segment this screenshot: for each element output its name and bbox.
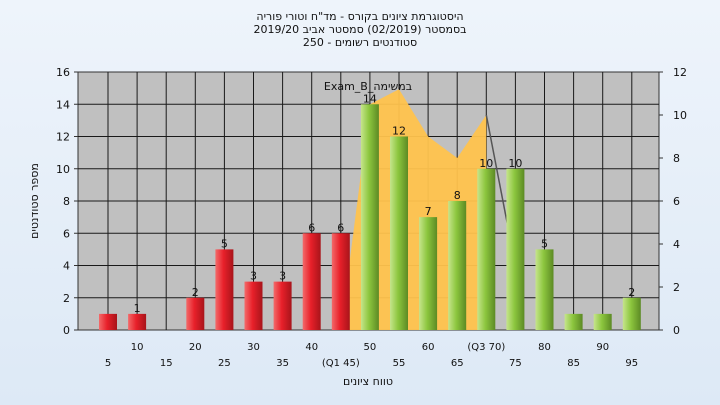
x-tick-label: 90 xyxy=(596,342,609,353)
data-label-70: 10 xyxy=(479,157,493,170)
data-label-45: 6 xyxy=(337,221,344,234)
data-label-60: 7 xyxy=(425,205,432,218)
x-tick-label: 55 xyxy=(393,358,406,369)
y-tick-label: 10 xyxy=(56,163,70,176)
y-tick-label: 16 xyxy=(56,66,70,79)
x-tick-label: (Q1 45) xyxy=(322,358,360,369)
x-tick-label: 30 xyxy=(247,342,260,353)
data-label-30: 3 xyxy=(250,270,257,283)
y-tick-label: 8 xyxy=(63,195,70,208)
chart-title-line-2: בסמסטר (02/2019) סמסטר אביב 2019/20 xyxy=(253,23,467,36)
x-tick-label: 95 xyxy=(625,358,638,369)
x-tick-label: 75 xyxy=(509,358,522,369)
bar-80 xyxy=(535,249,554,330)
y2-tick-label: 12 xyxy=(673,66,687,79)
bar-90 xyxy=(593,313,612,330)
y-tick-label: 14 xyxy=(56,98,70,111)
x-tick-label: 60 xyxy=(422,342,435,353)
y-tick-label: 2 xyxy=(63,292,70,305)
y2-tick-label: 6 xyxy=(673,195,680,208)
bar-50 xyxy=(360,104,379,330)
x-tick-label: (Q3 70) xyxy=(467,342,505,353)
data-label-20: 2 xyxy=(192,286,199,299)
x-tick-label: 15 xyxy=(160,358,173,369)
data-label-55: 12 xyxy=(392,125,406,138)
y-tick-label: 4 xyxy=(63,260,70,273)
y2-tick-label: 4 xyxy=(673,238,680,251)
y2-tick-label: 2 xyxy=(673,281,680,294)
bar-35 xyxy=(273,281,292,330)
data-label-75: 10 xyxy=(508,157,522,170)
bar-10 xyxy=(128,313,147,330)
x-tick-label: 65 xyxy=(451,358,464,369)
y-axis-left: 0 2 4 6 8 10 12 14 16 xyxy=(56,66,78,337)
data-label-10: 1 xyxy=(134,302,141,315)
x-tick-label: 20 xyxy=(189,342,202,353)
data-label-80: 5 xyxy=(541,237,548,250)
y-axis-right: 0 2 4 6 8 10 12 xyxy=(659,66,687,337)
data-label-35: 3 xyxy=(279,270,286,283)
x-tick-label: 85 xyxy=(567,358,580,369)
data-label-40: 6 xyxy=(308,221,315,234)
x-tick-label: 5 xyxy=(105,358,111,369)
y-axis-title: מספר סטודנטים xyxy=(28,163,41,239)
bar-95 xyxy=(622,297,641,330)
x-tick-label: 80 xyxy=(538,342,551,353)
data-label-25: 5 xyxy=(221,237,228,250)
data-label-65: 8 xyxy=(454,189,461,202)
bar-30 xyxy=(244,281,263,330)
bar-25 xyxy=(215,249,234,330)
chart-title-line-3: סטודנטים רשומים - 250 xyxy=(302,36,418,49)
bar-85 xyxy=(564,313,583,330)
bar-45 xyxy=(331,233,350,330)
bars-layer xyxy=(99,104,641,330)
bar-75 xyxy=(506,168,525,330)
x-tick-label: 10 xyxy=(131,342,144,353)
y2-tick-label: 8 xyxy=(673,152,680,165)
bar-55 xyxy=(390,136,408,330)
bar-20 xyxy=(186,297,205,330)
x-tick-label: 35 xyxy=(276,358,289,369)
bar-60 xyxy=(419,217,438,330)
x-tick-label: 50 xyxy=(364,342,377,353)
bar-70 xyxy=(477,168,496,330)
y2-tick-label: 0 xyxy=(673,324,680,337)
data-label-95: 2 xyxy=(628,286,635,299)
x-tick-label: 40 xyxy=(305,342,318,353)
chart-title-line-1: היסטוגרמת ציונים בקורס - מד"ח וטורי פורי… xyxy=(256,10,464,23)
x-axis: 5 10 15 20 25 30 35 40 (Q1 45) 50 55 60 65(Q3 70) 75 8… xyxy=(105,342,638,369)
y-tick-label: 0 xyxy=(63,324,70,337)
y-tick-label: 12 xyxy=(56,131,70,144)
bar-5 xyxy=(99,313,117,330)
bar-40 xyxy=(302,233,321,330)
y-tick-label: 6 xyxy=(63,227,70,240)
annotation-label: Exam_B_במשימה xyxy=(324,80,412,93)
bar-65 xyxy=(448,201,467,330)
y2-tick-label: 10 xyxy=(673,109,687,122)
data-label-50: 14 xyxy=(363,92,377,105)
x-tick-label: 25 xyxy=(218,358,231,369)
x-axis-title: טווח ציונים xyxy=(343,375,393,388)
